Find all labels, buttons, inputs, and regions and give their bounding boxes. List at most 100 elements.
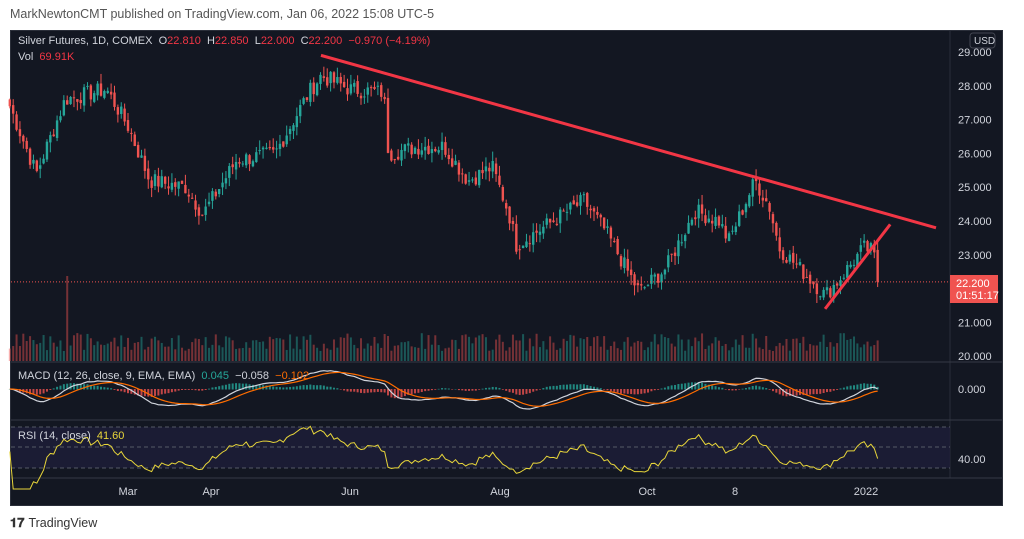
volume-bar: [481, 334, 484, 361]
macd-histogram-bar: [609, 389, 612, 392]
volume-bar: [498, 334, 501, 361]
volume-bar: [464, 334, 467, 361]
candle-body: [18, 129, 22, 137]
candle-body: [255, 152, 258, 163]
candle-body: [633, 274, 636, 286]
candle-body: [353, 82, 356, 87]
price-axis-label: 28.000: [958, 81, 992, 93]
macd-histogram-bar: [437, 388, 440, 390]
volume-bar: [454, 340, 457, 361]
macd-histogram-bar: [245, 383, 248, 390]
candle-body: [305, 97, 309, 100]
candle-body: [184, 184, 187, 194]
candle-body: [751, 179, 754, 197]
volume-bar: [545, 349, 548, 361]
candle-body: [403, 144, 407, 152]
macd-histogram-bar: [447, 388, 450, 390]
macd-legend: MACD (12, 26, close, 9, EMA, EMA) 0.045 …: [18, 370, 310, 382]
macd-histogram-bar: [724, 389, 727, 390]
macd-histogram-bar: [201, 389, 204, 391]
macd-histogram-bar: [572, 384, 575, 390]
candle-body: [829, 288, 832, 298]
volume-bar: [660, 334, 663, 361]
macd-histogram-bar: [174, 389, 177, 392]
volume-bar: [201, 345, 204, 361]
volume-bar: [110, 341, 113, 361]
candle-body: [369, 87, 373, 89]
volume-bar: [606, 349, 609, 361]
macd-histogram-bar: [366, 389, 369, 393]
candle-body: [42, 158, 45, 164]
macd-histogram-bar: [383, 389, 386, 393]
macd-histogram-bar: [809, 389, 812, 395]
candle-body: [488, 167, 491, 172]
volume-bar: [430, 344, 433, 361]
candle-body: [477, 169, 481, 186]
volume-bar: [403, 342, 406, 361]
time-axis-label: Oct: [638, 486, 655, 498]
candle-body: [548, 218, 552, 223]
candle-body: [721, 224, 724, 227]
macd-histogram-bar: [518, 389, 521, 395]
candle-body: [859, 245, 862, 252]
volume-bar: [704, 349, 707, 361]
macd-histogram-bar: [697, 382, 700, 390]
candle-body: [79, 100, 82, 104]
macd-histogram-bar: [390, 389, 393, 398]
candle-body: [643, 287, 646, 289]
volume-bar: [268, 336, 271, 361]
candle-body: [180, 180, 184, 184]
volume-bar: [22, 333, 25, 361]
macd-histogram-bar: [93, 385, 96, 390]
volume-bar: [508, 347, 511, 361]
volume-bar: [346, 333, 349, 361]
tradingview-logo[interactable]: 𝟏𝟕 TradingView: [10, 515, 98, 530]
volume-bar: [12, 346, 15, 361]
macd-histogram-bar: [528, 389, 531, 394]
candle-body: [849, 264, 852, 268]
macd-histogram-bar: [221, 385, 224, 390]
candle-body: [126, 120, 130, 131]
volume-bar: [457, 348, 460, 361]
macd-histogram-bar: [441, 388, 444, 390]
macd-histogram-bar: [663, 387, 666, 390]
candle-body: [616, 238, 619, 255]
candle-body: [197, 207, 201, 216]
candle-body: [819, 296, 822, 298]
candle-body: [552, 220, 555, 223]
volume-bar: [86, 333, 89, 361]
macd-histogram-bar: [316, 385, 319, 390]
macd-histogram-bar: [258, 385, 261, 390]
candle-body: [501, 187, 505, 201]
macd-histogram-bar: [707, 384, 710, 390]
volume-bar: [630, 346, 633, 361]
macd-histogram-bar: [643, 389, 646, 394]
candle-body: [532, 232, 535, 245]
candle-body: [538, 231, 542, 235]
candle-body: [25, 140, 28, 149]
volume-bar: [289, 334, 292, 361]
volume-bar: [755, 338, 758, 361]
macd-histogram-bar: [636, 389, 639, 395]
candle-body: [447, 154, 450, 160]
macd-histogram-bar: [289, 386, 292, 390]
currency-label: USD: [974, 36, 995, 47]
candle-body: [190, 197, 194, 199]
candle-body: [386, 97, 390, 153]
macd-histogram-bar: [231, 383, 234, 390]
volume-bar: [714, 337, 717, 361]
volume-bar: [343, 337, 346, 361]
macd-histogram-bar: [532, 389, 535, 392]
candle-body: [251, 161, 255, 167]
macd-histogram-bar: [130, 389, 133, 394]
candle-body: [8, 99, 12, 107]
volume-bar: [322, 343, 325, 361]
candle-body: [349, 84, 353, 94]
macd-histogram-bar: [620, 389, 623, 394]
macd-histogram-bar: [417, 389, 420, 393]
candle-body: [656, 273, 660, 283]
macd-histogram-bar: [332, 387, 335, 390]
volume-bar: [130, 349, 133, 361]
macd-histogram-bar: [45, 389, 48, 392]
